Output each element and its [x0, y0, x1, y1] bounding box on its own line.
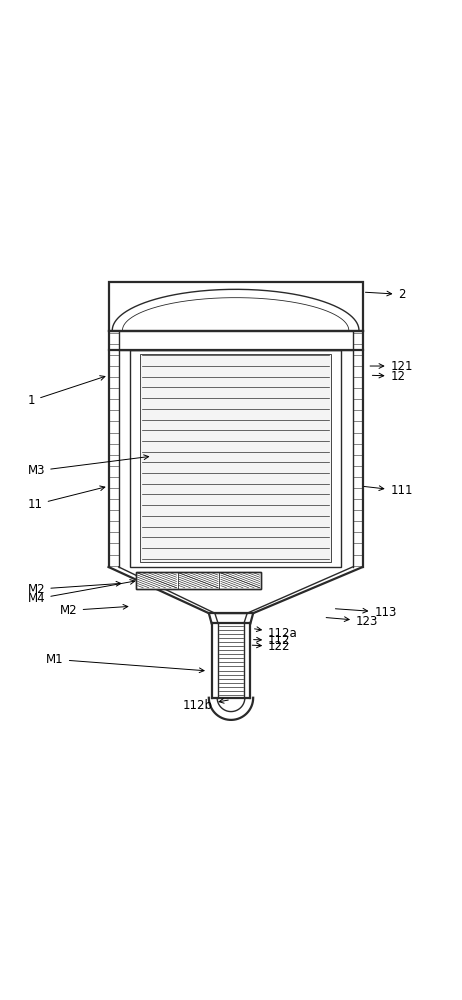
- Text: 12: 12: [372, 370, 405, 383]
- Text: M2: M2: [60, 604, 128, 617]
- Bar: [136, 572, 261, 589]
- Text: M4: M4: [28, 580, 135, 605]
- Text: 2: 2: [365, 288, 406, 301]
- Text: 121: 121: [370, 360, 413, 373]
- Bar: [130, 350, 341, 567]
- Text: 122: 122: [252, 640, 291, 653]
- Text: 123: 123: [326, 615, 378, 628]
- Text: 112a: 112a: [255, 627, 298, 640]
- Bar: [136, 572, 261, 589]
- Text: 1: 1: [28, 376, 105, 407]
- Bar: [140, 354, 331, 562]
- Text: 112b: 112b: [182, 699, 228, 712]
- Text: M3: M3: [28, 455, 149, 477]
- Text: 112: 112: [254, 634, 291, 647]
- Text: 113: 113: [335, 606, 396, 619]
- Bar: [109, 282, 363, 331]
- Text: M1: M1: [46, 653, 204, 673]
- Text: 11: 11: [28, 486, 105, 511]
- Text: M2: M2: [28, 581, 121, 596]
- Text: 111: 111: [364, 484, 413, 497]
